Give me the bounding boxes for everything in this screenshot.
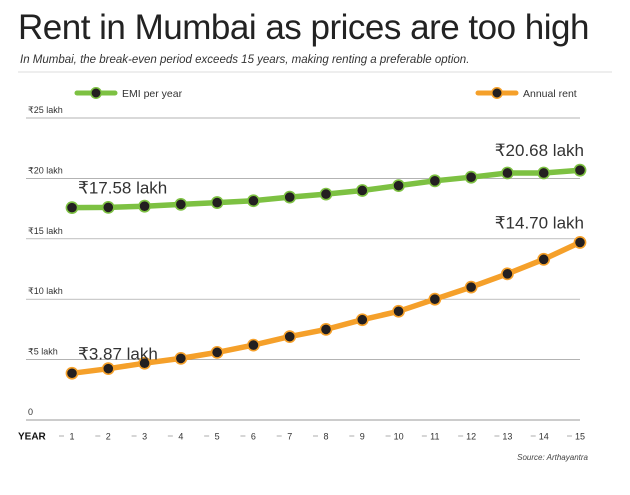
data-point — [138, 356, 151, 370]
x-tick-label: 12 — [466, 432, 476, 442]
chart-title: Rent in Mumbai as prices are too high — [18, 8, 589, 47]
data-point — [247, 194, 260, 208]
data-point — [537, 166, 551, 180]
x-tick-label: 15 — [575, 432, 585, 442]
data-label: ₹20.68 lakh — [495, 141, 584, 160]
x-tick-label: 6 — [251, 432, 256, 442]
y-tick-label: 0 — [28, 407, 33, 417]
data-point — [501, 267, 514, 281]
y-tick-label: ₹10 lakh — [28, 286, 63, 296]
x-tick-label: 9 — [360, 432, 365, 442]
data-point — [283, 190, 297, 204]
data-point — [101, 200, 115, 214]
x-tick-label: 10 — [394, 432, 404, 442]
chart-subtitle: In Mumbai, the break-even period exceeds… — [20, 54, 470, 66]
x-tick-label: 8 — [323, 432, 328, 442]
x-tick-label: 4 — [178, 432, 183, 442]
data-point — [464, 280, 478, 294]
data-label: ₹14.70 lakh — [495, 213, 584, 232]
data-point — [355, 184, 369, 197]
data-label: ₹17.58 lakh — [78, 179, 167, 198]
x-tick-label: 7 — [287, 432, 292, 442]
data-point — [65, 201, 79, 215]
y-tick-label: ₹5 lakh — [28, 347, 58, 357]
data-point — [392, 304, 405, 318]
y-tick-label: ₹15 lakh — [28, 226, 63, 236]
data-point — [428, 174, 442, 188]
data-point — [392, 179, 405, 193]
x-tick-label: 13 — [502, 432, 512, 442]
data-point — [319, 187, 333, 201]
legend-label: EMI per year — [122, 88, 183, 100]
data-point — [210, 196, 224, 209]
data-point — [464, 170, 478, 184]
x-tick-label: 2 — [106, 432, 111, 442]
x-tick-label: 11 — [430, 432, 439, 442]
data-point — [319, 322, 333, 336]
y-tick-label: ₹20 lakh — [28, 165, 63, 175]
data-label: ₹3.87 lakh — [78, 344, 158, 363]
y-tick-label: ₹25 lakh — [28, 105, 63, 115]
data-point — [210, 345, 224, 359]
data-point — [174, 197, 188, 211]
data-point — [573, 236, 587, 249]
data-point — [573, 163, 587, 177]
x-tick-label: 5 — [215, 432, 220, 442]
data-point — [65, 366, 79, 380]
data-point — [283, 330, 297, 344]
source-note: Source: Arthayantra — [517, 453, 588, 462]
x-tick-label: 14 — [539, 432, 549, 442]
x-tick-label: 3 — [142, 432, 147, 442]
data-point — [501, 166, 514, 180]
legend-swatch-marker — [90, 87, 102, 99]
data-point — [174, 351, 188, 365]
data-point — [101, 362, 115, 376]
x-axis-label: YEAR — [18, 432, 47, 443]
data-point — [355, 313, 369, 327]
data-point — [138, 199, 151, 213]
legend-label: Annual rent — [523, 88, 577, 100]
legend-swatch-marker — [491, 87, 503, 99]
data-point — [247, 338, 260, 352]
data-point — [428, 292, 442, 306]
x-tick-label: 1 — [69, 432, 74, 442]
data-point — [537, 252, 551, 266]
